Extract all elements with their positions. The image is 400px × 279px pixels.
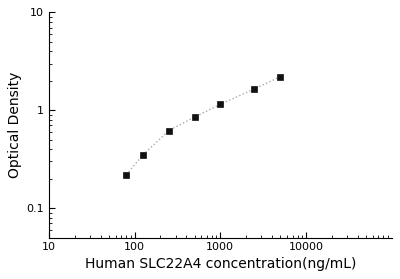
Y-axis label: Optical Density: Optical Density bbox=[8, 72, 22, 178]
X-axis label: Human SLC22A4 concentration(ng/mL): Human SLC22A4 concentration(ng/mL) bbox=[85, 257, 356, 271]
